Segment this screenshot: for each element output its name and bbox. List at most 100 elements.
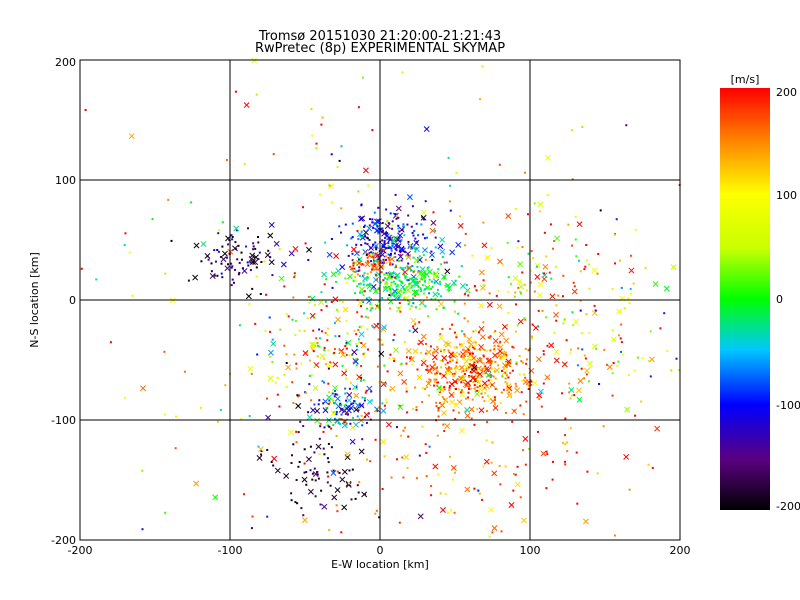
- y-tick-label: 200: [55, 56, 76, 69]
- data-point-dot: [327, 327, 329, 330]
- data-point-dot: [386, 278, 389, 281]
- data-point-dot: [318, 399, 321, 402]
- data-point-dot: [124, 396, 127, 399]
- data-point-cross: [426, 368, 433, 375]
- data-point-dot: [312, 329, 315, 332]
- data-point-cross: [439, 236, 446, 243]
- data-point-dot: [344, 403, 347, 406]
- data-point-cross: [398, 226, 405, 233]
- data-point-dot: [431, 259, 434, 261]
- data-point-cross: [514, 387, 521, 394]
- data-point-dot: [488, 359, 491, 362]
- colorbar-tick-label: 0: [776, 293, 783, 306]
- data-point-dot: [335, 280, 338, 283]
- data-point-dot: [541, 309, 544, 312]
- data-point-dot: [336, 166, 339, 169]
- data-point-dot: [436, 434, 439, 437]
- data-point-dot: [369, 253, 372, 256]
- data-point-dot: [386, 282, 389, 285]
- data-point-dot: [319, 337, 321, 340]
- data-point-dot: [376, 365, 379, 368]
- data-point-dot: [389, 212, 392, 215]
- data-point-cross: [476, 379, 482, 386]
- data-point-dot: [564, 460, 566, 463]
- data-point-dot: [328, 529, 331, 532]
- data-point-dot: [377, 256, 380, 259]
- data-point-dot: [339, 402, 342, 405]
- data-point-dot: [527, 349, 530, 352]
- data-point-dot: [340, 207, 343, 210]
- data-point-dot: [123, 244, 126, 246]
- data-point-dot: [325, 305, 328, 308]
- data-point-dot: [629, 292, 632, 295]
- data-point-dot: [361, 424, 364, 427]
- data-point-dot: [402, 429, 405, 432]
- data-point-dot: [305, 471, 308, 473]
- data-point-dot: [387, 297, 390, 300]
- data-point-dot: [439, 350, 442, 353]
- data-point-cross: [430, 219, 437, 226]
- data-point-dot: [257, 258, 260, 260]
- data-point-dot: [455, 334, 458, 336]
- y-tick-label: -100: [51, 414, 76, 427]
- data-point-cross: [204, 252, 211, 259]
- data-point-dot: [418, 321, 421, 324]
- data-point-dot: [315, 337, 318, 340]
- data-point-dot: [564, 417, 567, 420]
- data-point-dot: [385, 401, 388, 404]
- data-point-dot: [549, 223, 552, 226]
- data-point-cross: [385, 421, 392, 428]
- data-point-dot: [216, 274, 219, 277]
- data-point-cross: [345, 481, 352, 488]
- data-point-dot: [481, 498, 483, 501]
- data-point-dot: [446, 361, 449, 364]
- x-tick-label: 0: [377, 544, 384, 557]
- data-point-dot: [514, 208, 517, 210]
- data-point-dot: [455, 171, 458, 174]
- data-point-dot: [381, 245, 384, 248]
- data-point-dot: [365, 284, 368, 287]
- data-point-dot: [352, 262, 355, 265]
- data-point-dot: [613, 534, 616, 537]
- data-point-dot: [396, 245, 399, 248]
- data-point-dot: [380, 339, 383, 341]
- data-point-dot: [555, 304, 558, 307]
- data-point-dot: [360, 305, 362, 308]
- data-point-dot: [493, 331, 496, 334]
- data-point-dot: [388, 357, 391, 360]
- data-point-dot: [514, 473, 517, 476]
- data-point-dot: [423, 288, 426, 291]
- data-point-dot: [499, 357, 502, 360]
- data-point-cross: [397, 253, 404, 260]
- data-point-dot: [225, 256, 228, 259]
- data-point-dot: [507, 290, 510, 293]
- data-point-cross: [492, 405, 499, 411]
- data-point-dot: [376, 232, 379, 235]
- data-point-dot: [259, 293, 262, 295]
- data-point-dot: [311, 478, 314, 481]
- data-point-cross: [306, 246, 312, 253]
- data-point-dot: [297, 465, 300, 468]
- data-point-dot: [415, 278, 418, 281]
- data-point-dot: [515, 362, 518, 365]
- data-point-dot: [381, 222, 384, 224]
- data-point-dot: [528, 447, 531, 450]
- data-point-cross: [437, 334, 444, 341]
- data-point-cross: [353, 392, 360, 399]
- data-point-dot: [381, 297, 384, 299]
- data-point-dot: [428, 445, 431, 448]
- data-point-dot: [397, 224, 400, 227]
- data-point-dot: [453, 367, 456, 370]
- data-point-dot: [272, 153, 275, 156]
- data-point-dot: [412, 302, 415, 305]
- data-point-cross: [267, 375, 274, 382]
- data-point-dot: [527, 252, 530, 255]
- data-point-cross: [366, 225, 373, 232]
- data-point-cross: [346, 273, 353, 280]
- data-point-cross: [501, 351, 508, 358]
- data-point-dot: [402, 268, 405, 271]
- data-point-dot: [487, 394, 489, 397]
- data-point-dot: [507, 276, 510, 279]
- data-point-dot: [469, 371, 472, 373]
- data-point-cross: [432, 463, 439, 470]
